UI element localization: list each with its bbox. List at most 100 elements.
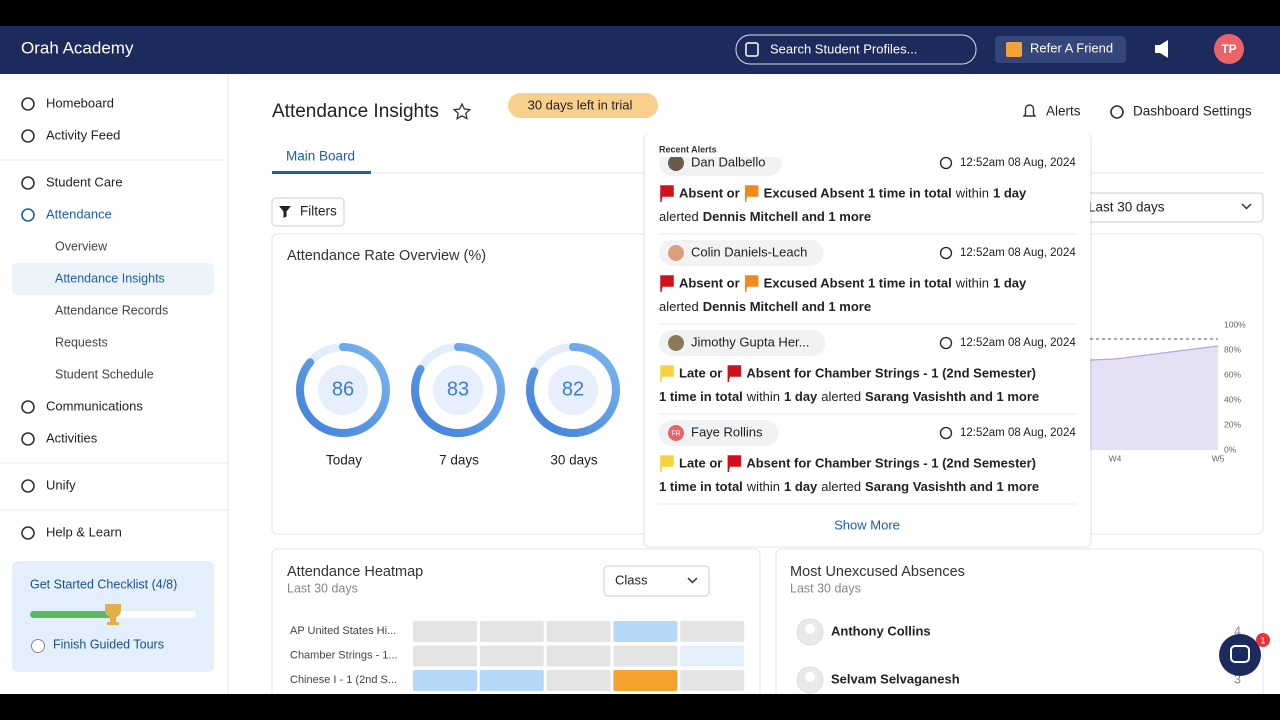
chat-badge [1256,633,1270,647]
rate-label: 7 days [439,453,479,468]
chat-button [1219,634,1261,676]
tab[interactable]: Main Board [286,149,355,164]
alert-text: Late or [679,455,722,470]
alert-text: within [955,185,989,200]
trend-area [1090,346,1218,450]
nav-item[interactable]: Attendance [46,206,112,221]
person-head [805,672,815,682]
flag-icon [660,275,674,292]
nav-icon [21,129,35,143]
nav-icon [21,208,35,222]
settings-button[interactable]: Dashboard Settings [1133,104,1252,119]
trophy-icon [105,604,121,625]
person-count: 3 [1234,672,1241,686]
class-dropdown[interactable] [603,565,710,597]
filters-label: Filters [300,204,337,219]
chevron [687,577,698,584]
rate-label: Today [326,453,362,468]
rate-value: 86 [332,378,354,400]
tab-underline [272,171,371,174]
ring-arc [526,343,620,437]
alert-text: alerted [659,209,699,224]
show-more[interactable]: Show More [834,517,900,532]
card-subtitle: Last 30 days [790,581,861,595]
alert-text: alerted [821,479,861,494]
ring-arc [411,343,505,437]
nav-icon [21,400,35,414]
clock-icon [939,426,953,440]
nav-item[interactable]: Homeboard [46,95,114,110]
nav-item[interactable]: Unify [46,477,76,492]
heatmap-cell [680,621,745,642]
nav-subitem[interactable]: Requests [55,335,108,349]
nav-subitem[interactable]: Overview [55,239,108,253]
flag-icon [744,185,759,202]
person-name: Selvam Selvaganesh [831,671,960,686]
clock-icon [939,157,953,170]
nav-subitem[interactable]: Student Schedule [55,367,154,381]
heatmap-cell [546,670,611,691]
alert-text: 1 time in total [659,479,743,494]
range-label: Last 30 days [1088,200,1165,215]
rate-value: 83 [447,378,469,400]
nav-subitem[interactable]: Attendance Insights [55,271,165,285]
heatmap-cell [613,621,678,642]
filters-button[interactable] [271,197,345,227]
refer-button[interactable] [995,36,1126,63]
alert-text: within [746,389,780,404]
heatmap-cell [546,621,611,642]
y-tick-label: 40% [1224,394,1241,404]
heatmap-cell [613,670,678,691]
nav-icon [21,97,35,111]
search-placeholder: Search Student Profiles... [770,41,917,56]
flag-icon [727,455,742,472]
alert-avatar [668,335,684,351]
heatmap-cell [413,621,477,642]
trial-label: 30 days left in trial [528,97,633,112]
chat-icon [1230,645,1250,663]
heatmap-cell [479,670,544,691]
heatmap-row-label: Chamber Strings - 1... [290,649,398,661]
name-pill [659,157,782,176]
person-head [805,624,815,634]
heatmap-row-label: Chinese I - 1 (2nd S... [290,674,397,686]
clock-icon [939,336,953,350]
search-box[interactable] [735,34,977,65]
search-icon [745,42,759,57]
nav-subitem[interactable]: Attendance Records [55,303,168,317]
nav-item[interactable]: Help & Learn [46,524,122,539]
letterbox-top [0,0,1280,26]
y-tick-label: 80% [1224,344,1241,354]
alert-name: Dan Dalbello [691,154,765,169]
y-tick-label: 0% [1224,444,1237,454]
task-check [31,639,45,653]
y-tick-label: 60% [1224,369,1241,379]
refer-label: Refer A Friend [1030,40,1113,55]
nav-item[interactable]: Activity Feed [46,127,120,142]
flag-icon [660,185,674,202]
flag-icon [727,365,742,382]
alert-text: Sarang Vasishth and 1 more [865,479,1039,494]
checklist-task[interactable]: Finish Guided Tours [53,637,164,651]
rate-label: 30 days [550,453,598,468]
alert-time: 12:52am 08 Aug, 2024 [960,247,1076,259]
name-pill [659,240,824,266]
y-tick-label: 20% [1224,419,1241,429]
page-title: Attendance Insights [272,101,439,122]
nav-item[interactable]: Communications [46,398,143,413]
alert-text: Absent or [679,185,740,200]
alert-text: Absent for Chamber Strings - 1 (2nd Seme… [746,365,1036,380]
nav-item[interactable]: Activities [46,430,98,445]
letterbox-bottom [0,694,1280,720]
alert-avatar [668,425,684,441]
alerts-button[interactable]: Alerts [1046,104,1081,119]
avatar-initials: TP [1221,42,1236,56]
flag-icon [660,365,674,382]
nav-item[interactable]: Student Care [46,174,123,189]
card-title: Most Unexcused Absences [790,564,965,580]
brand: Orah Academy [21,38,134,57]
bell-icon [1022,104,1037,117]
alert-text: Excused Absent 1 time in total [764,185,952,200]
ring-center [548,365,598,415]
